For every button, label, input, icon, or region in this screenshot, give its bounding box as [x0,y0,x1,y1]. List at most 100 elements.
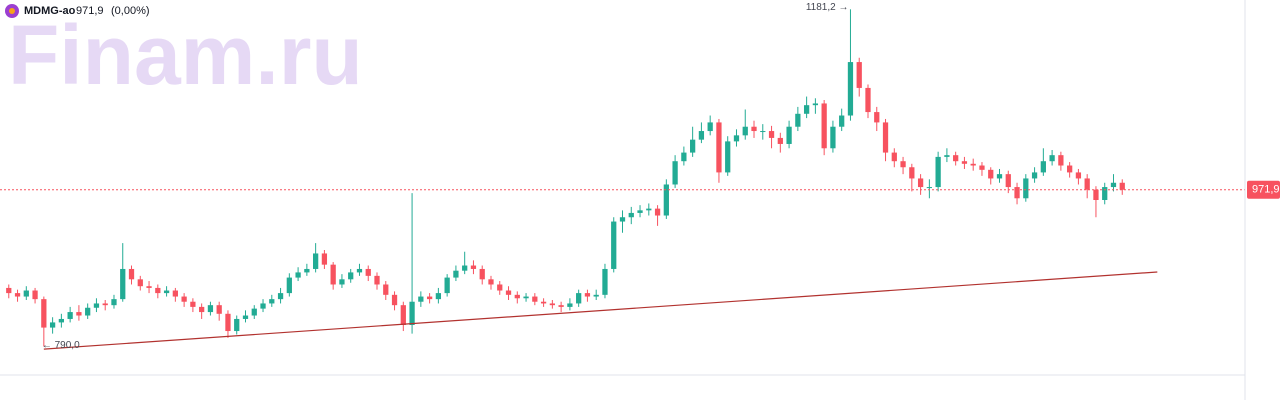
candle-body [944,155,950,157]
candle-body [742,126,748,136]
candle-body [93,303,100,308]
candle-body [313,253,319,269]
candle-body [549,303,555,306]
candle-body [470,265,477,269]
candle-body [6,287,12,294]
candle-body [558,305,564,307]
candle-body [768,131,775,138]
candle-body [830,126,836,149]
annotation: 1181,2 → [806,2,849,13]
header-change: (0,00%) [111,5,150,17]
candle-body [269,299,275,304]
last-price-label: 971,9 [1252,184,1280,196]
candle-body [1067,165,1073,173]
candle-body [812,103,819,106]
candle-body [225,313,231,332]
candle-body [260,303,266,309]
candle-body [172,290,178,297]
candle-body [926,187,932,189]
candle-body [733,135,740,142]
candle-body [426,296,433,300]
candle-body [707,122,713,132]
candle-body [935,156,941,188]
candle-body [216,305,222,314]
candle-body [1119,182,1125,190]
candle-body [874,112,880,123]
candle-body [716,122,722,173]
candle-body [444,277,450,294]
candle-body [646,208,652,211]
candle-body [453,270,459,278]
candle-body [576,293,582,304]
candle-body [85,307,91,316]
symbol: MDMG-ао [24,5,76,17]
candle-body [961,161,968,164]
candle-body [567,303,573,307]
candle-body [383,284,389,295]
candle-body [505,290,512,295]
candle-body [435,293,442,300]
candle-body [1075,172,1082,179]
candle-body [514,294,520,299]
candle-body [532,296,538,302]
candle-body [672,161,678,185]
candle-body [1049,155,1055,162]
candle-body [725,141,731,173]
annotation: ← 790,0 [42,340,80,351]
watermark: Finam.ru [8,8,363,102]
candle-body [786,126,792,144]
candle-body [891,152,897,162]
candle-body [286,277,292,294]
candle-body [611,221,617,269]
candle-body [821,103,827,149]
symbol-icon-dot [9,8,15,14]
candle-body [356,268,363,273]
candle-body [155,287,161,294]
candle-body [882,122,889,153]
candle-body [1023,178,1029,199]
candle-body [242,315,249,319]
candle-body [760,131,766,133]
candle-body [102,303,108,306]
trend-line [43,271,1158,350]
candle-body [690,139,696,153]
candle-body [847,62,854,116]
candle-body [777,137,783,144]
candle-body [1084,178,1090,190]
candle-body [163,290,170,294]
candle-body [409,301,415,325]
candle-body [856,62,862,88]
candle-body [1005,174,1011,188]
candle-body [418,296,424,302]
candle-body [584,293,591,297]
candle-body [49,322,56,328]
candle-body [365,268,371,276]
candle-body [1058,155,1064,166]
candle-body [839,115,845,127]
candle-body [120,268,126,300]
candle-body [462,265,468,271]
candle-body [865,87,871,113]
candle-body [251,308,257,316]
candle-body [67,312,73,319]
candle-body [637,210,643,213]
candle-body [23,290,29,297]
candle-body [619,217,626,222]
candle-body [970,163,976,166]
candle-body [391,294,398,306]
candle-body [128,268,135,280]
candle-body [207,305,214,313]
candle-body [321,253,328,265]
candle-body [523,296,529,299]
candle-body [1093,189,1099,200]
candle-body [540,301,547,304]
candle-body [909,167,915,179]
candle-body [339,279,345,285]
candle-body [1031,172,1038,179]
candle-body [146,286,152,288]
candle-body [1014,187,1020,199]
candle-body [917,178,924,188]
candle-body [32,290,38,300]
